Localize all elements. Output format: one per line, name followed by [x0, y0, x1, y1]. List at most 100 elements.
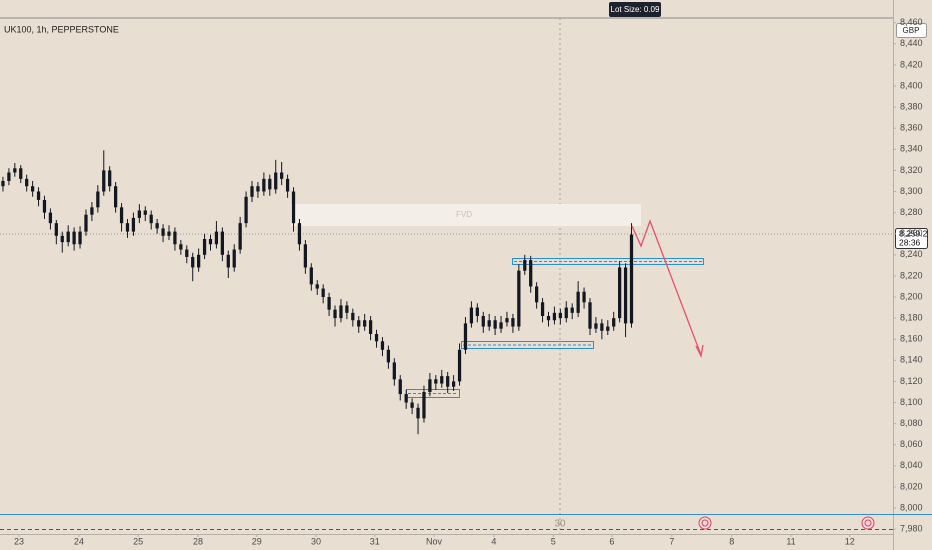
y-tick-label: 8,400: [900, 80, 923, 90]
x-tick-label: 7: [669, 536, 674, 546]
candle-body: [523, 260, 527, 271]
y-tick-label: 8,020: [900, 481, 923, 491]
candle-body: [84, 214, 88, 232]
bottom-label: 30: [554, 519, 566, 530]
candle-body: [339, 305, 343, 319]
event-icon[interactable]: [861, 516, 875, 530]
candle-body: [612, 318, 616, 327]
candle-body: [475, 307, 479, 317]
y-tick-label: 8,440: [900, 38, 923, 48]
last-price-box: [895, 228, 928, 249]
symbol-title: UK100, 1h, PEPPERSTONE: [4, 24, 119, 34]
candle-body: [434, 379, 438, 384]
candle-body: [179, 244, 183, 250]
candle-body: [529, 260, 533, 287]
y-tick-label: 8,460: [900, 17, 923, 27]
currency-label: GBP: [903, 26, 920, 35]
candle-body: [13, 168, 17, 173]
candle-body: [564, 307, 568, 319]
candle-body: [618, 267, 622, 319]
candle-body: [66, 231, 70, 243]
candle-body: [232, 249, 236, 268]
candle-body: [7, 172, 11, 181]
candle-body: [96, 191, 100, 208]
y-tick-label: 8,260: [900, 228, 923, 238]
x-tick-label: 6: [609, 536, 614, 546]
candle-body: [463, 323, 468, 350]
candle-body: [90, 207, 94, 215]
candle-body: [72, 231, 76, 245]
y-tick-label: 8,380: [900, 101, 923, 111]
y-tick-label: 8,000: [900, 502, 923, 512]
candle-body: [606, 326, 610, 331]
fvd-label: FVD: [456, 210, 472, 219]
candle-body: [594, 323, 598, 329]
candle-body: [546, 316, 551, 321]
candle-body: [451, 381, 456, 387]
candle-body: [392, 362, 396, 380]
event-icon[interactable]: [698, 516, 712, 530]
candle-body: [629, 234, 634, 324]
candle-body: [161, 228, 165, 236]
candle-body: [321, 288, 325, 298]
countdown-label: 28:36: [899, 237, 921, 247]
candle-body: [54, 223, 58, 236]
candle-body: [357, 320, 361, 327]
candle-body: [149, 214, 153, 224]
candle-body: [167, 231, 171, 236]
candle-body: [410, 402, 414, 408]
candles: [1, 150, 634, 435]
y-tick-label: 8,040: [900, 460, 923, 470]
y-tick-label: 7,980: [900, 524, 923, 534]
candle-body: [588, 302, 592, 329]
candle-body: [185, 249, 189, 257]
candle-body: [220, 231, 224, 255]
x-tick-label: 11: [786, 536, 795, 546]
y-tick-label: 8,220: [900, 270, 923, 280]
y-tick-label: 8,140: [900, 355, 923, 365]
candle-body: [214, 231, 219, 245]
y-tick-label: 8,320: [900, 165, 923, 175]
candle-body: [268, 178, 272, 190]
y-tick-label: 8,360: [900, 123, 923, 133]
supply-zone: [512, 258, 704, 265]
candle-body: [297, 223, 302, 245]
candle-body: [125, 223, 130, 232]
y-tick-label: 8,280: [900, 207, 923, 217]
x-tick-label: 4: [491, 536, 496, 546]
candle-body: [457, 349, 462, 382]
candle-body: [446, 376, 450, 387]
candle-body: [280, 172, 284, 179]
candle-body: [558, 312, 562, 319]
candle-body: [36, 191, 41, 200]
fvd-zone: [291, 204, 641, 226]
y-tick-label: 8,180: [900, 312, 923, 322]
candle-body: [505, 318, 509, 323]
candle-body: [208, 238, 213, 245]
candle-body: [416, 407, 420, 419]
candle-body: [202, 238, 207, 255]
candle-body: [576, 291, 580, 313]
candle-body: [25, 178, 29, 187]
x-tick-label: 28: [193, 536, 203, 546]
candle-body: [102, 170, 106, 192]
candle-body: [511, 318, 515, 327]
candle-body: [398, 379, 402, 395]
candle-body: [345, 305, 349, 313]
x-tick-label: 25: [133, 536, 143, 546]
projection-arrow: [631, 219, 702, 356]
x-tick-label: 30: [311, 536, 321, 546]
x-tick-label: 31: [370, 536, 380, 546]
candle-body: [60, 235, 64, 243]
x-tick-label: 23: [14, 536, 24, 546]
candle-body: [487, 320, 491, 327]
candle-body: [351, 312, 355, 321]
candle-body: [226, 254, 230, 268]
candle-body: [274, 172, 278, 190]
y-tick-label: 8,120: [900, 376, 923, 386]
candle-body: [552, 312, 557, 321]
currency-box[interactable]: [896, 23, 927, 38]
